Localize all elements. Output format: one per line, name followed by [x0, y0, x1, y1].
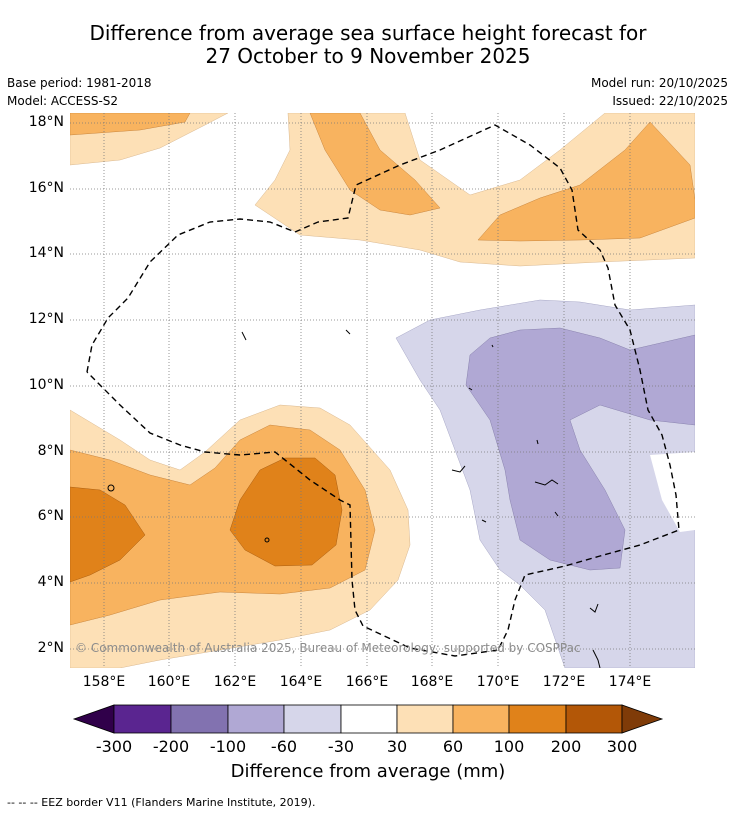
colorbar-extend-right	[621, 704, 664, 734]
colorbar-tick-label: -300	[95, 737, 133, 756]
island-outline	[481, 519, 487, 523]
longitude-label: 172°E	[542, 674, 586, 690]
map-title-line2: 27 October to 9 November 2025	[205, 44, 531, 68]
eez-footnote: -- -- -- EEZ border V11 (Flanders Marine…	[7, 796, 316, 809]
colorbar-tick-label: 200	[550, 737, 582, 756]
colorbar-extend-left	[72, 704, 115, 734]
colorbar-cells	[113, 704, 623, 734]
island-outline	[264, 537, 270, 543]
longitude-label: 170°E	[476, 674, 520, 690]
issued-date: Issued: 22/10/2025	[612, 94, 728, 108]
copyright-notice: © Commonwealth of Australia 2025, Bureau…	[75, 641, 581, 655]
latitude-label: 18°N	[28, 114, 64, 130]
colorbar-tick-label: -30	[327, 737, 355, 756]
map-field	[70, 113, 695, 668]
colorbar-tick-label: 300	[606, 737, 638, 756]
meta-left: Base period: 1981-2018 Model: ACCESS-S2	[7, 74, 152, 110]
gridlines	[70, 113, 695, 668]
anomaly-region-60-100-northeast	[477, 121, 695, 242]
longitude-label: 166°E	[345, 674, 389, 690]
colorbar-cell	[452, 704, 510, 734]
colorbar-cell	[283, 704, 342, 734]
latitude-label: 12°N	[28, 311, 64, 327]
island-outline	[107, 484, 115, 492]
colorbar	[72, 704, 664, 734]
map-title-line1: Difference from average sea surface heig…	[89, 21, 647, 45]
colorbar-cell	[227, 704, 285, 734]
anomaly-region-100-200-center	[229, 457, 343, 567]
island-outline	[592, 649, 601, 668]
colorbar-label: Difference from average (mm)	[230, 761, 506, 782]
anomaly-region-100-200-west	[70, 486, 146, 583]
latitude-label: 14°N	[28, 245, 64, 261]
latitude-label: 4°N	[37, 574, 64, 590]
map-title: Difference from average sea surface heig…	[0, 22, 736, 68]
base-period: Base period: 1981-2018	[7, 76, 152, 90]
longitude-label: 158°E	[82, 674, 126, 690]
colorbar-cell	[565, 704, 623, 734]
anomaly-region-neutral-southeast	[650, 452, 695, 532]
anomaly-region-neg60-100-east	[465, 327, 695, 571]
anomaly-region-60-100-north	[309, 113, 441, 216]
longitude-label: 162°E	[213, 674, 257, 690]
colorbar-cell	[113, 704, 172, 734]
island-outline	[451, 465, 466, 473]
island-outline	[554, 511, 559, 517]
colorbar-tick-label: 60	[442, 737, 464, 756]
meta-right: Model run: 20/10/2025 Issued: 22/10/2025	[591, 74, 728, 110]
colorbar-cell	[396, 704, 454, 734]
colorbar-tick-label: -60	[270, 737, 298, 756]
island-outline	[241, 331, 247, 341]
island-outline	[491, 344, 494, 348]
colorbar-cell	[508, 704, 567, 734]
colorbar-cell	[170, 704, 229, 734]
latitude-label: 10°N	[28, 377, 64, 393]
model-name: Model: ACCESS-S2	[7, 94, 119, 108]
longitude-label: 168°E	[410, 674, 454, 690]
island-outline	[536, 439, 539, 445]
colorbar-tick-label: -200	[152, 737, 190, 756]
island-outline	[589, 603, 599, 613]
island-outlines	[107, 329, 601, 668]
model-run: Model run: 20/10/2025	[590, 76, 728, 90]
longitude-label: 160°E	[147, 674, 191, 690]
latitude-label: 6°N	[37, 508, 64, 524]
colorbar-cell	[340, 704, 398, 734]
latitude-label: 16°N	[28, 180, 64, 196]
colorbar-tick-label: -100	[209, 737, 247, 756]
longitude-label: 164°E	[279, 674, 323, 690]
colorbar-tick-label: 100	[493, 737, 525, 756]
longitude-label: 174°E	[608, 674, 652, 690]
island-outline	[468, 387, 473, 391]
colorbar-tick-label: 30	[386, 737, 408, 756]
island-outline	[345, 329, 351, 335]
anomaly-region-60-100-northwest	[70, 113, 191, 136]
island-outline	[534, 479, 559, 486]
latitude-label: 8°N	[37, 443, 64, 459]
latitude-label: 2°N	[37, 640, 64, 656]
